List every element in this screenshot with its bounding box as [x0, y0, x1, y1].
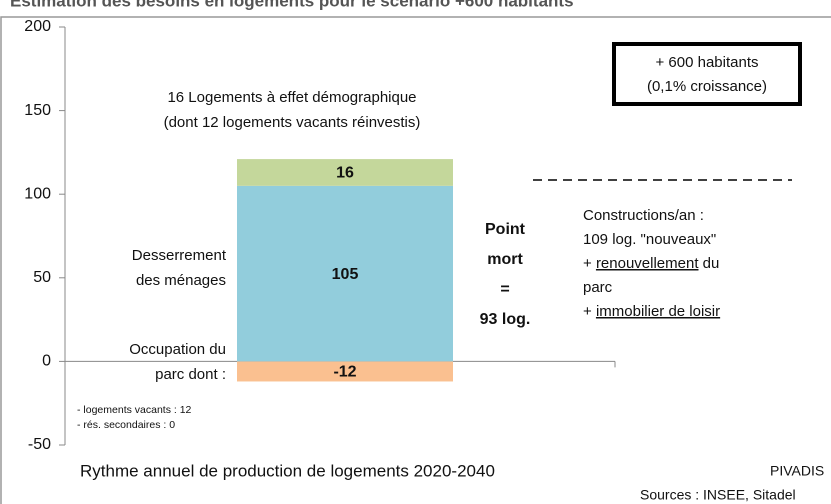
annotation-part: du	[699, 255, 720, 272]
brand: PIVADIS	[770, 463, 824, 479]
annotation-part: renouvellement	[596, 255, 699, 272]
annotation: parc dont :	[155, 366, 226, 383]
bar-segment	[237, 185, 453, 362]
frame	[0, 16, 831, 504]
footer: Rythme annuel de production de logements…	[80, 461, 495, 480]
y-tick-label: 50	[33, 269, 51, 286]
annotation: - logements vacants : 12	[77, 404, 192, 416]
y-tick-label: 200	[24, 18, 51, 35]
annotation-part: +	[583, 303, 596, 320]
value-label: 105	[332, 266, 359, 283]
y-tick-label: -50	[28, 436, 51, 453]
annotation: mort	[487, 251, 523, 268]
annotation: + renouvellement du	[583, 255, 719, 272]
chart-title: Estimation des besoins en logements pour…	[10, 0, 574, 10]
y-tick-label: 150	[24, 102, 51, 119]
annotation: Occupation du	[129, 341, 226, 358]
annotation: (0,1% croissance)	[647, 78, 767, 95]
y-tick-label: 100	[24, 185, 51, 202]
annotation: Desserrement	[132, 247, 227, 264]
annotation: Point	[485, 221, 526, 238]
y-tick-label: 0	[42, 353, 51, 370]
bar-segment	[237, 361, 453, 382]
annotation: =	[500, 281, 509, 298]
annotation-part: +	[583, 255, 596, 272]
sources: Sources : INSEE, Sitadel	[640, 487, 796, 503]
annotation: 16 Logements à effet démographique	[167, 89, 416, 106]
annotation: des ménages	[136, 272, 226, 289]
annotation-box	[612, 42, 802, 106]
annotation: Constructions/an :	[583, 207, 704, 224]
annotation-part: immobilier de loisir	[596, 303, 720, 320]
value-label: 16	[336, 165, 354, 182]
annotation: - rés. secondaires : 0	[77, 419, 175, 431]
bar-segment	[237, 159, 453, 186]
annotation: + 600 habitants	[655, 54, 758, 71]
annotation: parc	[583, 279, 613, 296]
annotation: 93 log.	[480, 311, 531, 328]
annotation: + immobilier de loisir	[583, 303, 720, 320]
annotation: (dont 12 logements vacants réinvestis)	[164, 114, 421, 131]
annotation: 109 log. "nouveaux"	[583, 231, 716, 248]
value-label: -12	[333, 364, 356, 381]
